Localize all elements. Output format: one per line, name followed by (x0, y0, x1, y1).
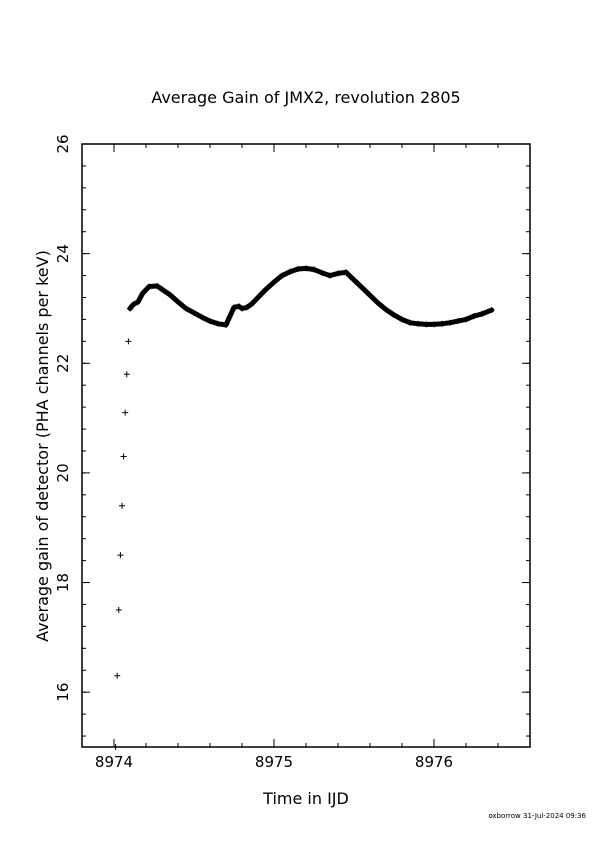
y-tick-label: 16 (54, 683, 72, 702)
footer-stamp: oxborrow 31-Jul-2024 09:36 (488, 812, 586, 820)
data-point (112, 744, 119, 750)
series-trace (127, 265, 495, 328)
y-tick-label: 26 (54, 134, 72, 153)
y-tick-label: 22 (54, 354, 72, 373)
data-point (114, 672, 121, 679)
axis-ticks: 8974 8975 8976 16 18 20 22 24 26 (54, 134, 531, 771)
y-axis-label: Average gain of detector (PHA channels p… (33, 250, 52, 642)
x-axis-label: Time in IJD (262, 789, 349, 808)
data-point (120, 453, 127, 460)
x-tick-label: 8975 (255, 753, 293, 771)
y-tick-label: 24 (54, 244, 72, 263)
data-point (117, 552, 124, 559)
y-tick-label: 20 (54, 463, 72, 482)
data-point (125, 338, 132, 345)
x-tick-label: 8976 (415, 753, 453, 771)
plot-frame (81, 143, 531, 748)
data-point (115, 606, 122, 613)
x-tick-label: 8974 (95, 753, 133, 771)
data-point (119, 502, 125, 509)
y-tick-label: 18 (54, 573, 72, 592)
data-point (122, 409, 129, 416)
chart-title: Average Gain of JMX2, revolution 2805 (151, 88, 460, 107)
data-points (112, 265, 495, 750)
data-point (123, 371, 130, 378)
